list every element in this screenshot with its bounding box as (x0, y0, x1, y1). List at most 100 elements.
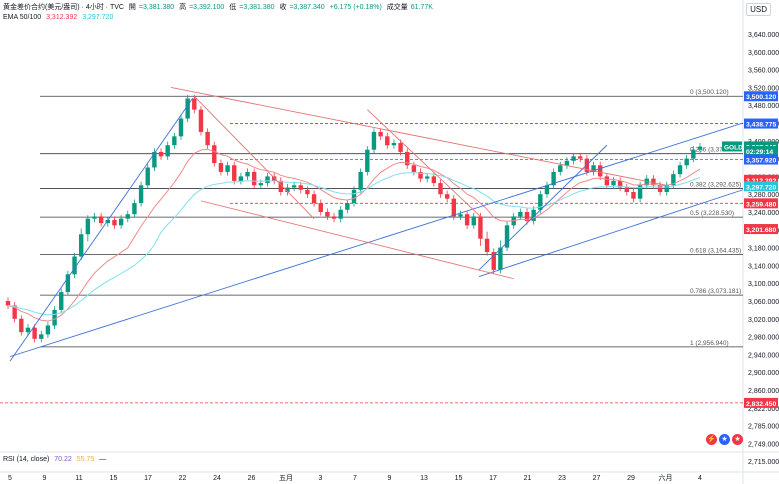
fib-level-label: 0.786 (3,073.181) (690, 288, 741, 295)
candle-body (524, 212, 530, 221)
candle-body (338, 209, 343, 219)
candle-body (458, 214, 463, 217)
candle-body (345, 203, 350, 210)
rsi-label: RSI (14, close) (3, 456, 50, 463)
y-tick-label: 3,480.000 (748, 103, 779, 110)
candle-body (158, 151, 164, 157)
y-tick-label: 3,560.000 (748, 68, 779, 75)
x-tick-label: 4 (698, 475, 702, 482)
volume-value: 61.77K (410, 4, 433, 11)
candle-body (132, 203, 137, 215)
candle-body (212, 145, 217, 164)
chart-header: 黄金差价合约(美元/盎司) · 4小时 · TVC 開 =3,381.380 高 =… (3, 3, 436, 12)
price-label-box (744, 224, 778, 235)
x-tick-label: 21 (524, 475, 532, 482)
rsi-legend: RSI (14, close) 70.22 55.75 — (3, 456, 109, 463)
candle-body (105, 220, 111, 224)
candle-body (12, 305, 17, 319)
candle-body (444, 194, 450, 199)
candle-body (78, 234, 84, 257)
ema50-line (7, 148, 701, 322)
y-tick-label: 3,600.000 (748, 50, 779, 57)
ema100-value: 3,297.720 (82, 14, 114, 21)
flag-us-icon[interactable]: ★ (719, 434, 730, 445)
candle-body (624, 187, 630, 192)
symbol-tag-box (722, 141, 742, 152)
y-tick-label: 2,860.000 (748, 388, 779, 395)
change-value: +6.175 (+0.18%) (329, 4, 382, 11)
candle-body (331, 216, 337, 219)
price-label-box (744, 146, 778, 157)
candle-body (405, 151, 410, 166)
price-label-box (744, 154, 778, 165)
x-tick-label: 27 (593, 475, 601, 482)
candle-body (424, 176, 430, 179)
candle-body (278, 180, 284, 192)
candle-body (418, 171, 423, 179)
fib-level-label: 0.236 (3,371. (690, 147, 729, 154)
flag-us-icon-2[interactable]: ★ (732, 434, 743, 445)
candle-body (72, 256, 77, 275)
candle-body (611, 180, 616, 186)
y-tick-label: 3,240.000 (748, 210, 779, 217)
candle-body (251, 171, 257, 186)
candle-body (551, 171, 556, 186)
candle-body (398, 143, 403, 152)
price-label-text: 3,297.720 (746, 184, 776, 191)
channel-line-drop (193, 95, 315, 219)
open-label: 開 (128, 4, 136, 11)
currency-button[interactable]: USD (746, 3, 771, 16)
x-tick-label: 六月 (659, 473, 673, 482)
candle-body (112, 220, 117, 226)
candle-body (538, 194, 543, 210)
candle-body (571, 156, 576, 161)
candle-body (192, 98, 197, 110)
candle-body (684, 158, 689, 166)
candle-body (411, 165, 417, 172)
candle-body (564, 160, 570, 166)
candle-body (464, 214, 470, 226)
x-tick-label: 9 (43, 475, 47, 482)
candle-body (265, 176, 270, 184)
y-tick-label: 2,749.000 (748, 441, 779, 448)
candle-body (671, 174, 676, 186)
x-tick-label: 11 (75, 475, 82, 482)
rsi-value-2: 55.75 (76, 456, 95, 463)
price-label-text: 3,201.680 (746, 227, 776, 234)
volume-label: 成交量 (386, 4, 408, 11)
lightning-icon[interactable]: ⚡ (706, 434, 717, 445)
candle-body (232, 165, 237, 181)
ema-label: EMA 50/100 (3, 14, 42, 21)
candle-body (25, 327, 31, 333)
candle-body (484, 238, 490, 253)
fib-level-label: 1 (2,956.940) (690, 340, 729, 347)
candle-body (271, 176, 277, 181)
fib-level-label: 0.618 (3,164.435) (690, 248, 741, 255)
y-tick-label: 2,900.000 (748, 370, 779, 377)
x-tick-label: 5 (8, 475, 12, 482)
candle-body (591, 165, 596, 172)
candle-body (52, 309, 57, 326)
symbol-tag-text: GOLD (724, 144, 743, 151)
price-label-box (744, 174, 778, 185)
high-value: =3,392.100 (189, 4, 225, 11)
channel-line-bottom (200, 200, 514, 280)
candle-body (644, 178, 649, 186)
x-tick-label: 15 (455, 475, 463, 482)
candle-body (45, 325, 51, 335)
low-label: 低 (229, 4, 237, 11)
candle-body (691, 149, 696, 159)
price-label-box (744, 91, 778, 102)
candle-body (125, 214, 130, 219)
fib-level-label: 0.382 (3,292.625) (690, 182, 741, 189)
candle-body (85, 218, 91, 235)
x-tick-label: 7 (353, 475, 357, 482)
fib-level-label: 0 (3,500.120) (690, 89, 729, 96)
candle-body (558, 165, 563, 172)
candle-body (471, 216, 476, 226)
candle-body (651, 178, 656, 186)
candle-body (285, 187, 290, 192)
rsi-value-1: 70.22 (54, 456, 72, 463)
close-value: =3,387.340 (289, 4, 325, 11)
